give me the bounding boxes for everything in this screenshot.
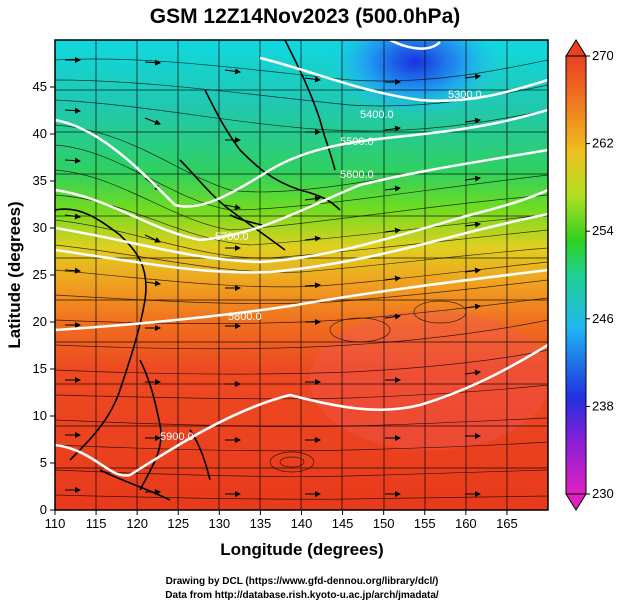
y-tick-label: 0 [40,502,47,517]
x-tick-label: 145 [332,516,354,531]
credit-data-source: Data from http://database.rish.kyoto-u.a… [165,590,439,601]
contour-label-5300: 5300.0 [448,89,482,101]
x-tick-label: 155 [414,516,436,531]
height-contours [55,40,548,477]
credit-drawing: Drawing by DCL (https://www.gfd-dennou.o… [166,576,439,587]
colorbar-tick-label: 262 [592,136,614,151]
contour-5800 [55,268,548,332]
y-tick-label: 15 [33,361,47,376]
colorbar-bottom-triangle [565,493,587,511]
x-tick-label: 110 [45,516,66,531]
x-tick-label: 130 [208,516,230,531]
x-tick-label: 115 [86,516,107,531]
colorbar-tick-label: 246 [592,311,614,326]
x-tick-label: 120 [126,516,148,531]
y-tick-label: 5 [40,455,47,470]
contour-label-5800: 5800.0 [228,311,262,323]
y-tick-label: 35 [33,173,47,188]
x-tick-label: 165 [496,516,518,531]
warm-region [310,310,548,450]
contour-5500 [55,148,548,242]
contour-label-5700: 5700.0 [215,231,249,243]
colorbar-top-triangle [565,39,587,57]
y-tick-label: 45 [33,79,47,94]
y-tick-label: 10 [33,408,47,423]
contour-label-5600: 5600.0 [340,169,374,181]
contour-label-5500: 5500.0 [340,136,374,148]
map-title: GSM 12Z14Nov2023 (500.0hPa) [150,5,461,28]
contour-5700 [55,212,548,274]
contour-5900 [55,343,548,477]
colorbar-tick-label: 254 [592,223,614,238]
x-tick-label: 150 [373,516,395,531]
colorbar-gradient [565,55,587,495]
x-tick-label: 125 [167,516,189,531]
y-tick-label: 20 [33,314,47,329]
contour-5300 [259,56,548,102]
contour-label-5900: 5900.0 [160,431,194,443]
contour-5300-top [389,40,441,50]
contour-5400 [55,108,548,208]
cold-low-center [325,40,505,117]
x-axis-ticks: 110 115 120 125 130 135 140 145 150 155 160 165 [45,510,518,531]
x-tick-label: 140 [291,516,313,531]
y-tick-label: 40 [33,126,47,141]
colorbar-tick-label: 270 [592,48,614,63]
contour-label-5400: 5400.0 [360,109,394,121]
wind-arrows [64,57,481,497]
y-axis-label: Latitude (degrees) [5,201,24,348]
colorbar-ticks: 230 238 246 254 262 270 [586,48,614,501]
map-plot-area: 5300.0 5400.0 5500.0 5600.0 5700.0 5800.… [55,40,548,510]
y-tick-label: 30 [33,220,47,235]
colorbar-tick-label: 230 [592,486,614,501]
colorbar: 230 238 246 254 262 270 [565,39,614,511]
contour-5600 [55,188,548,264]
x-tick-label: 160 [455,516,477,531]
y-tick-label: 25 [33,267,47,282]
y-axis-ticks: 0 5 10 15 20 25 30 35 40 45 [33,79,55,517]
x-axis-label: Longitude (degrees) [220,540,383,559]
x-tick-label: 135 [250,516,272,531]
colorbar-tick-label: 238 [592,398,614,413]
